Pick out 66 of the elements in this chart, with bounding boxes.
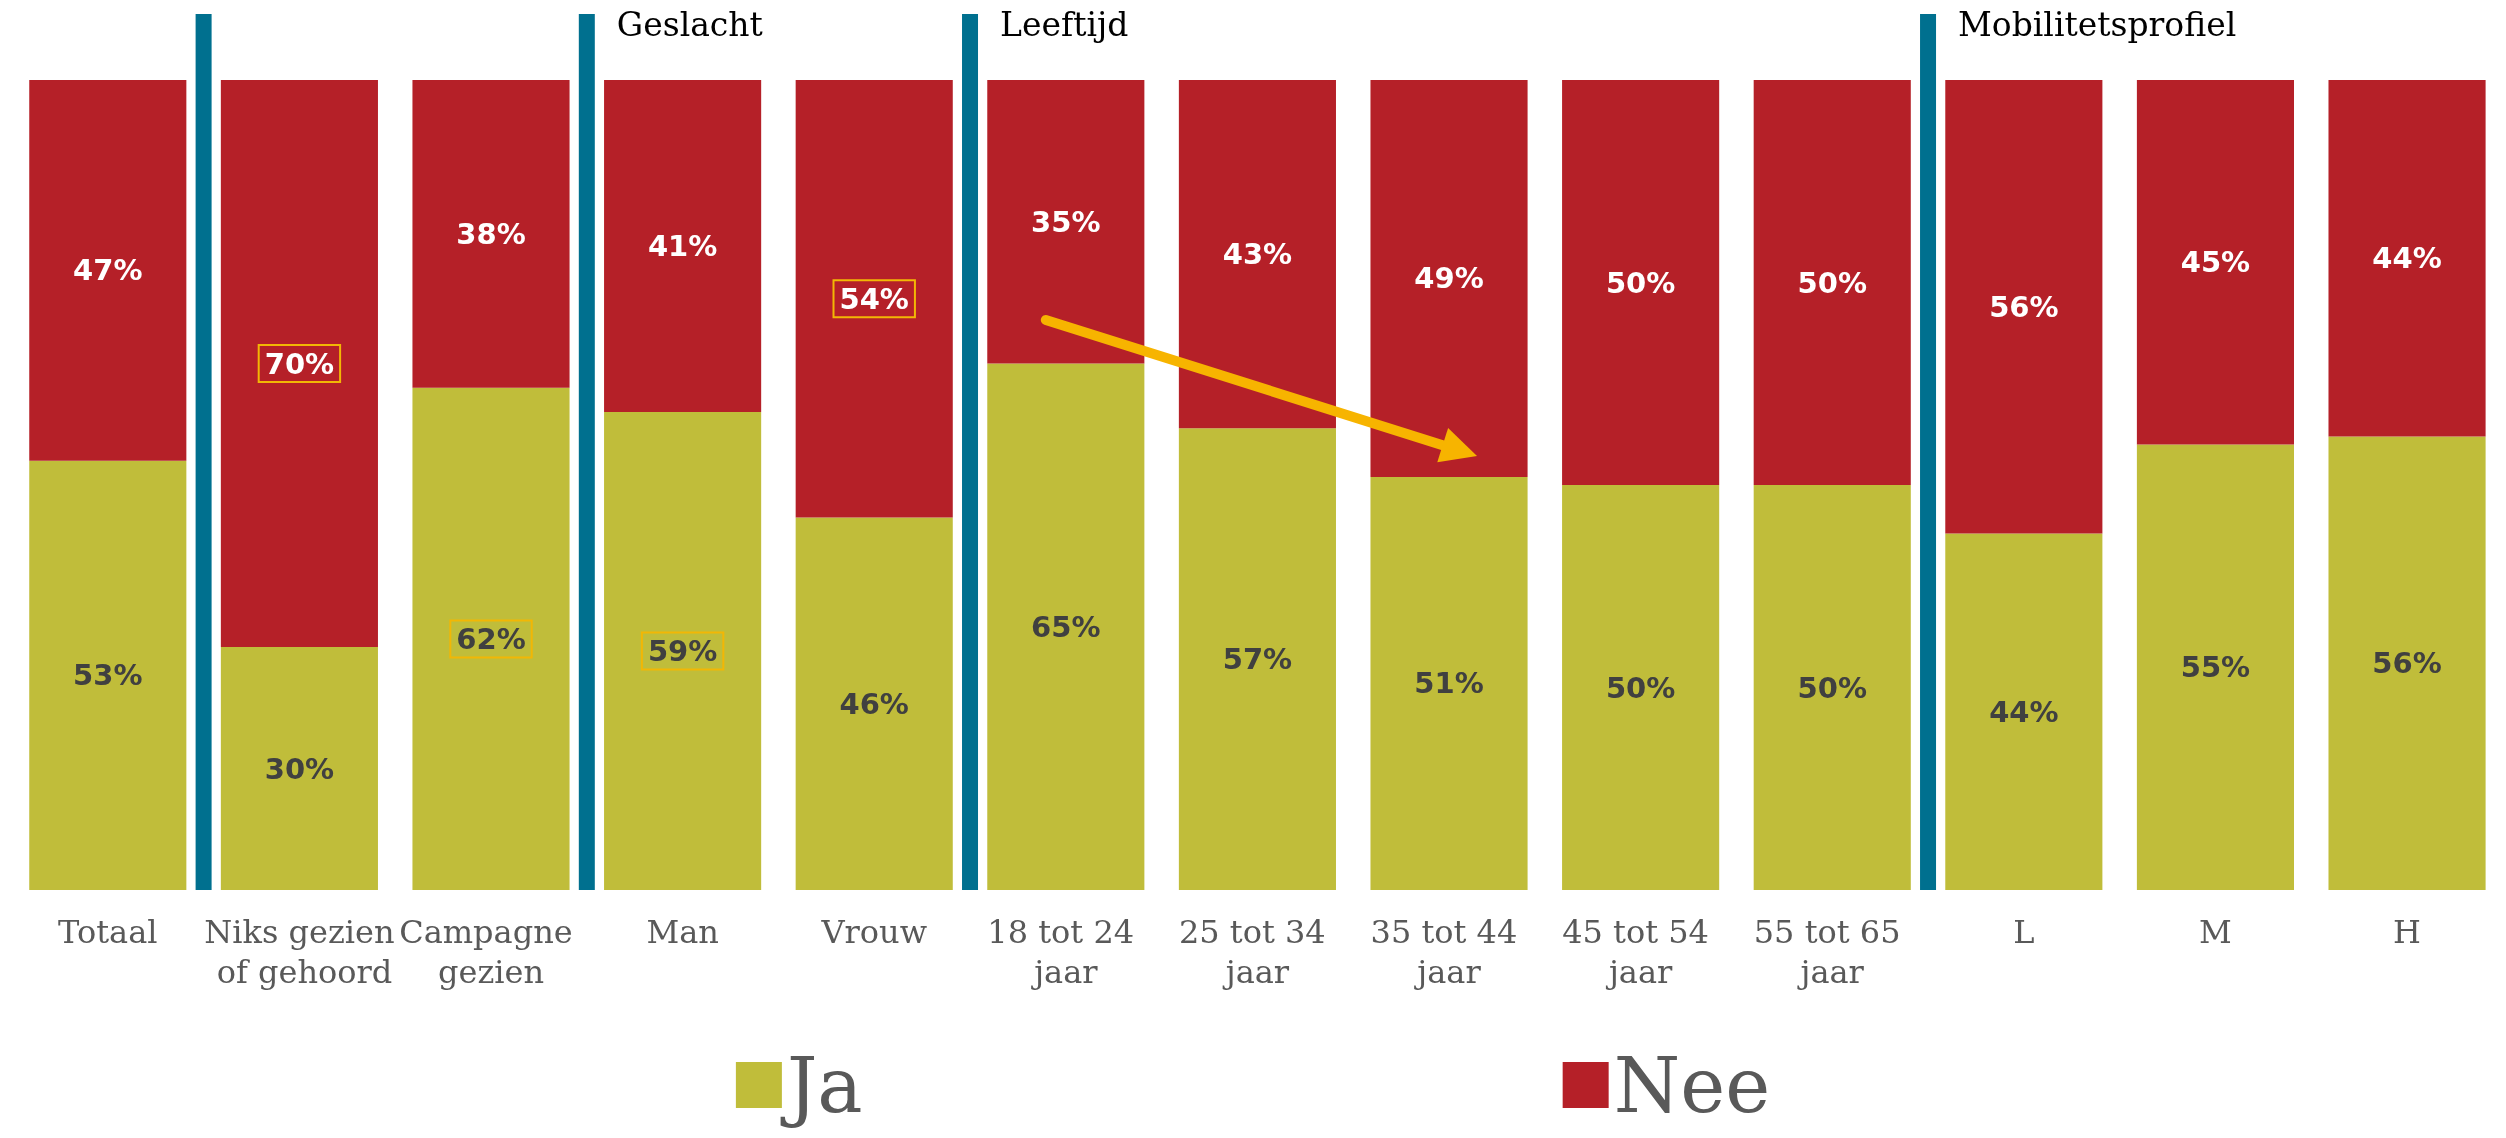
bar	[1945, 80, 2103, 534]
data-label: 50%	[1605, 670, 1676, 705]
data-label: 53%	[73, 658, 143, 693]
x-tick-label: L	[2013, 913, 2035, 951]
x-tick-label: 35 tot 44 jaar	[1370, 913, 1528, 991]
bar	[2136, 444, 2294, 890]
x-tick-label: H	[2393, 913, 2421, 951]
x-tick-label: Campagne gezien	[399, 913, 583, 991]
data-label: 38%	[456, 216, 526, 251]
legend-label: Ja	[779, 1040, 863, 1130]
bar	[795, 517, 953, 890]
x-tick-label: Niks gezien of gehoord	[204, 913, 395, 991]
data-label: 46%	[839, 686, 909, 721]
bar	[795, 80, 953, 518]
x-tick-label: 45 tot 54 jaar	[1562, 913, 1720, 991]
x-tick-label: 55 tot 65 jaar	[1753, 913, 1911, 991]
data-label: 44%	[2372, 241, 2442, 276]
data-label: 59%	[647, 634, 718, 669]
x-tick-label: Man	[646, 913, 719, 951]
bar	[412, 80, 570, 388]
x-tick-label: Vrouw	[820, 913, 928, 951]
bar	[412, 387, 570, 890]
data-label: 35%	[1031, 204, 1101, 239]
bar	[2136, 80, 2294, 445]
data-label: 41%	[647, 229, 718, 264]
bar	[1945, 533, 2103, 890]
data-label: 30%	[264, 751, 335, 786]
data-label: 62%	[456, 621, 526, 656]
text: Geslacht	[616, 5, 763, 44]
x-tick-label: M	[2199, 913, 2232, 951]
data-label: 47%	[73, 253, 143, 288]
data-label: 49%	[1414, 261, 1484, 296]
data-label: 55%	[2180, 650, 2251, 685]
bar	[2328, 80, 2486, 437]
data-label: 43%	[1222, 237, 1293, 272]
x-tick-label: 25 tot 34 jaar	[1178, 913, 1336, 991]
legend-label: Nee	[1613, 1040, 1771, 1130]
bar	[29, 80, 187, 461]
data-label: 70%	[264, 346, 335, 381]
bar	[220, 80, 378, 647]
bar	[2328, 436, 2486, 890]
x-tick-label: Totaal	[58, 913, 158, 951]
data-label: 57%	[1222, 642, 1293, 677]
data-label: 65%	[1031, 609, 1101, 644]
bar	[1753, 485, 1911, 890]
text: Leeftijd	[1000, 5, 1129, 44]
data-label: 56%	[1989, 289, 2059, 324]
text: Mobilitetsprofiel	[1958, 5, 2237, 44]
bar	[1370, 476, 1528, 890]
data-label: 50%	[1797, 265, 1867, 300]
bar	[604, 412, 762, 890]
data-label: 51%	[1414, 666, 1484, 701]
bar	[1370, 80, 1528, 477]
data-label: 54%	[839, 281, 909, 316]
data-label: 50%	[1605, 265, 1676, 300]
x-tick-label: 18 tot 24 jaar	[987, 913, 1145, 991]
bar	[29, 460, 187, 890]
bar	[604, 80, 762, 413]
bar	[220, 647, 378, 890]
data-label: 44%	[1989, 694, 2059, 729]
data-label: 45%	[2180, 245, 2251, 280]
bar	[1753, 80, 1911, 485]
bar	[1562, 485, 1720, 890]
bar	[1562, 80, 1720, 485]
data-label: 50%	[1797, 670, 1867, 705]
data-label: 56%	[2372, 646, 2442, 681]
